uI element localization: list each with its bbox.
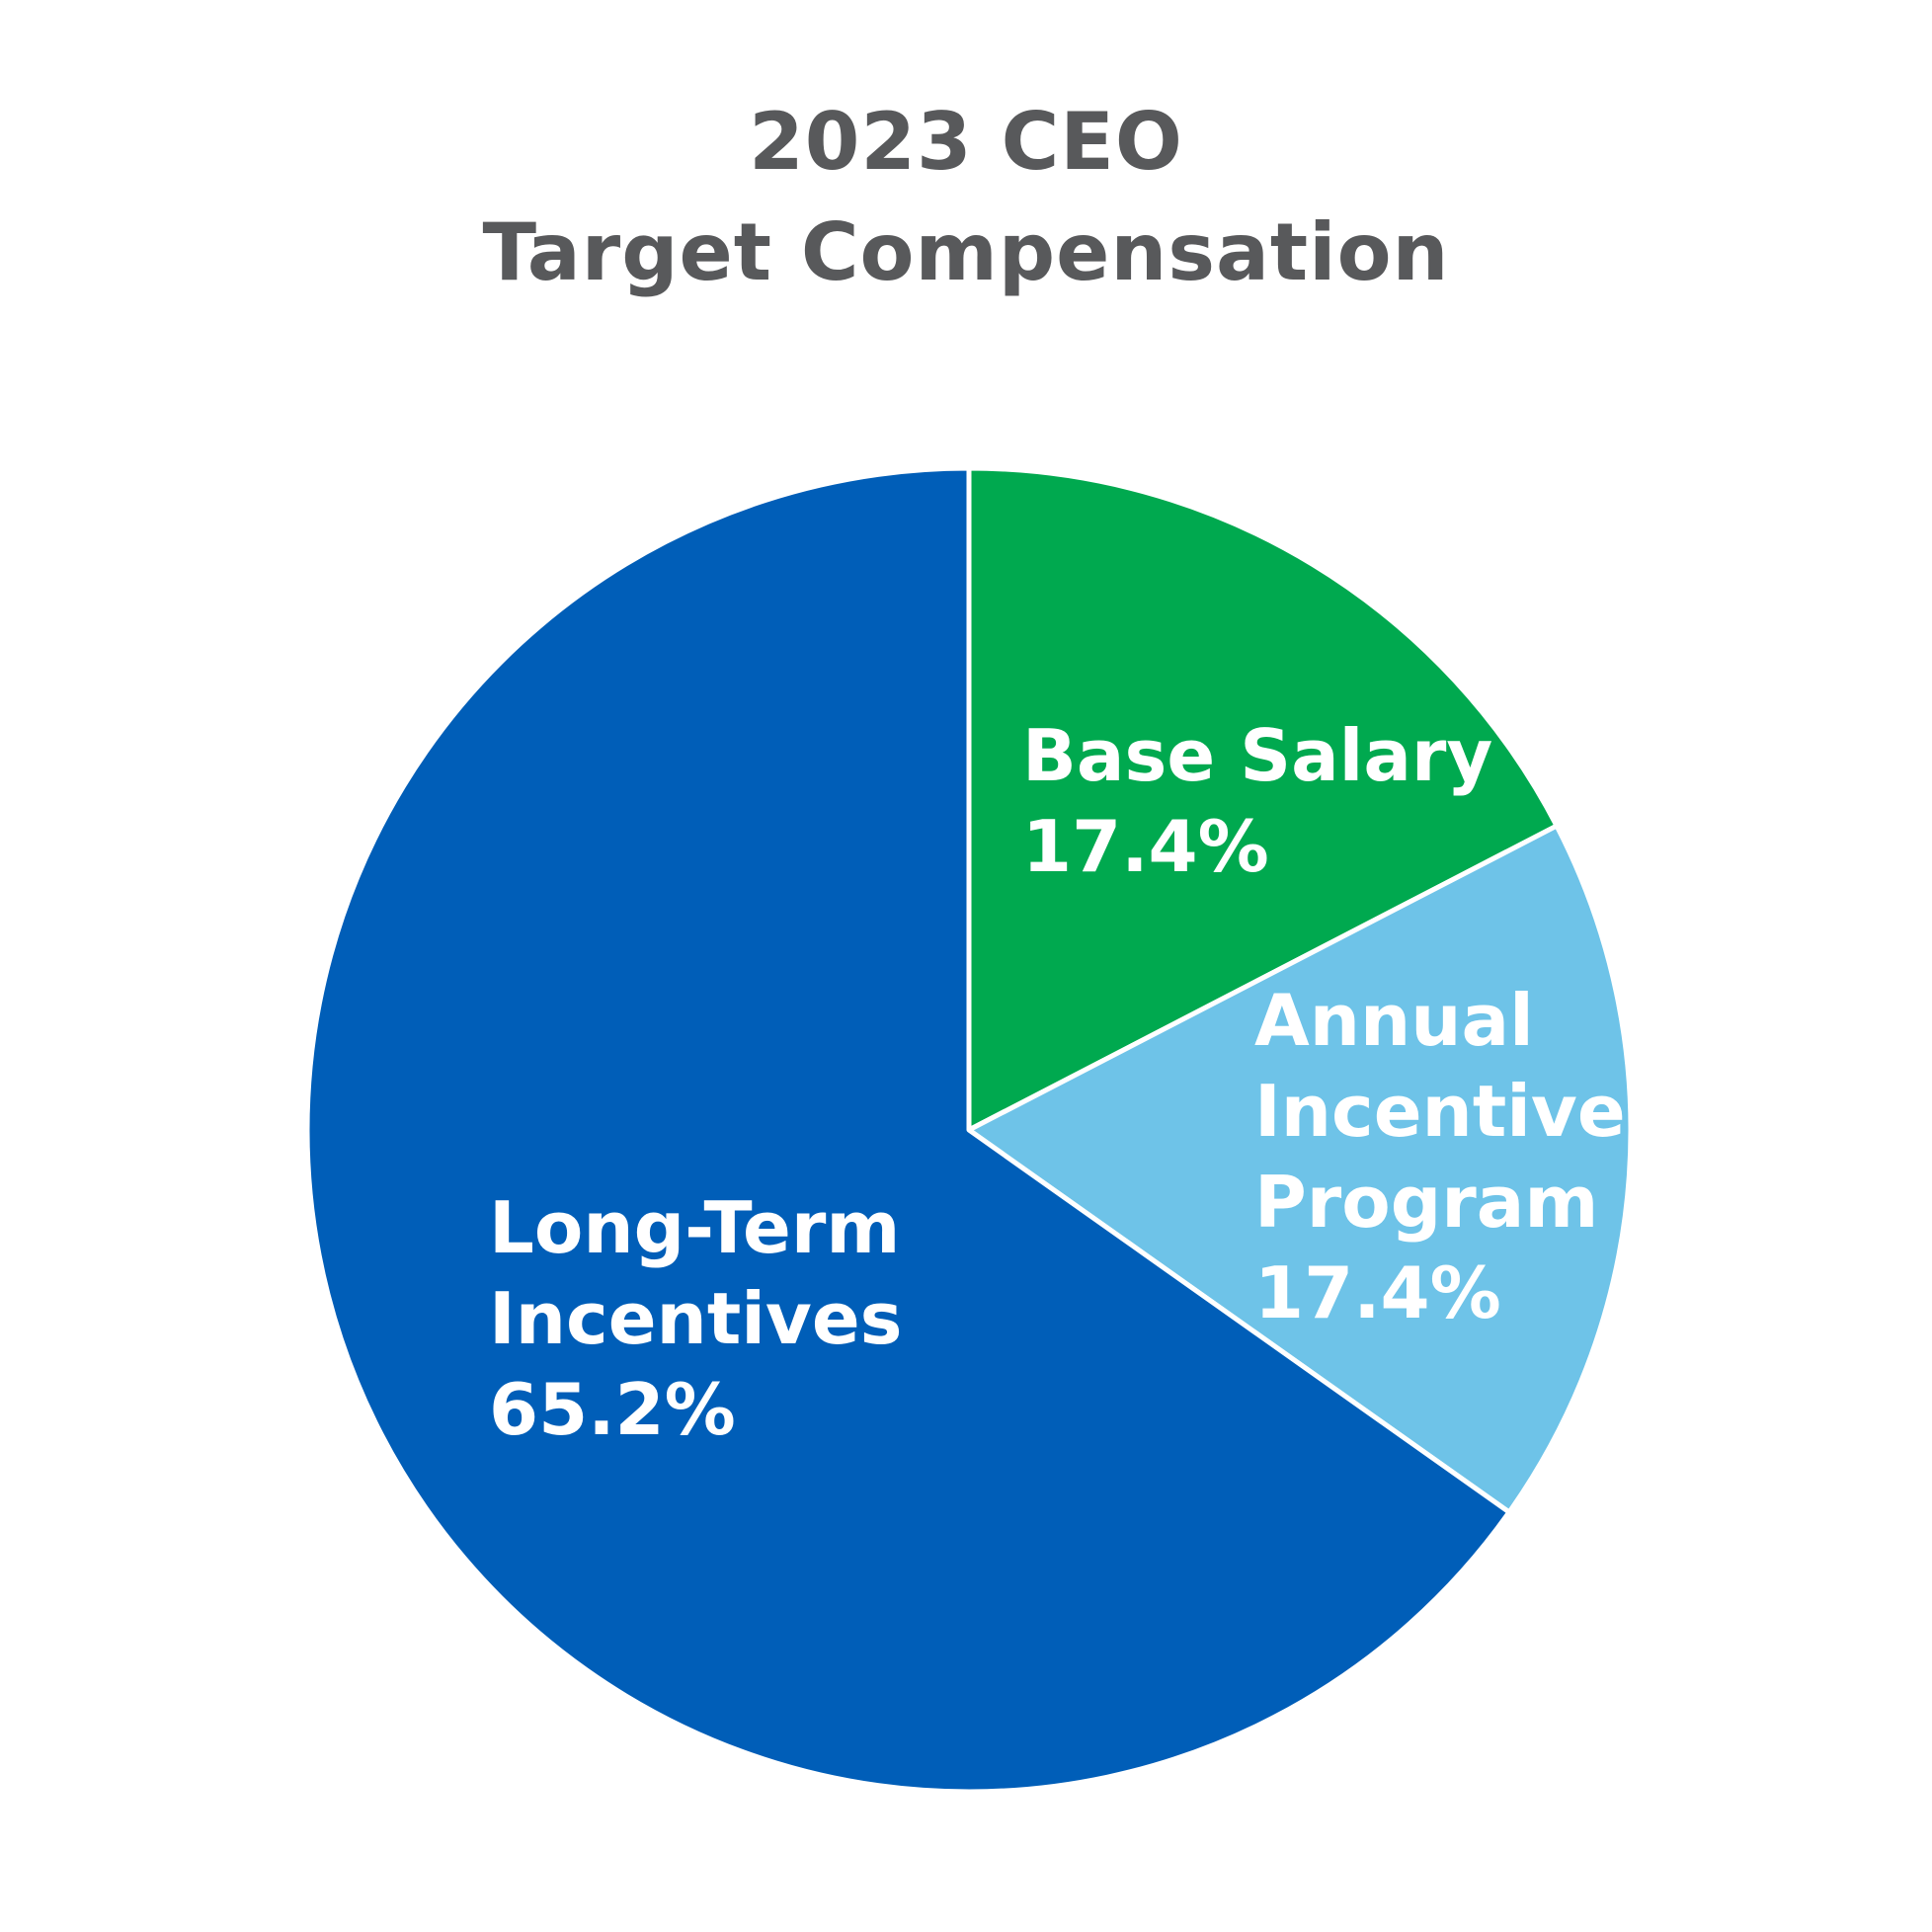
chart-title-line-1: 2023 CEO [749,96,1183,188]
slice-value-annual-incentive-program: 17.4% [1254,1251,1501,1334]
slice-name-annual-incentive-program: Annual Incentive Program [1254,979,1626,1244]
slice-label-long-term-incentives: Long-Term Incentives 65.2% [489,1186,903,1451]
slice-value-long-term-incentives: 65.2% [489,1368,736,1451]
slice-value-base-salary: 17.4% [1022,805,1269,888]
slice-label-annual-incentive-program: Annual Incentive Program 17.4% [1254,979,1626,1334]
chart-title-line-2: Target Compensation [482,206,1450,298]
slice-name-long-term-incentives: Long-Term Incentives [489,1186,903,1360]
pie-slice-annual-incentive-program [966,823,1634,1515]
pie-slice-base-salary [966,465,1560,1133]
pie-slice-long-term-incentives [304,465,1512,1795]
slice-name-base-salary: Base Salary [1022,714,1492,797]
slice-label-base-salary: Base Salary 17.4% [1022,714,1492,888]
chart-title: 2023 CEO Target Compensation [0,87,1932,308]
